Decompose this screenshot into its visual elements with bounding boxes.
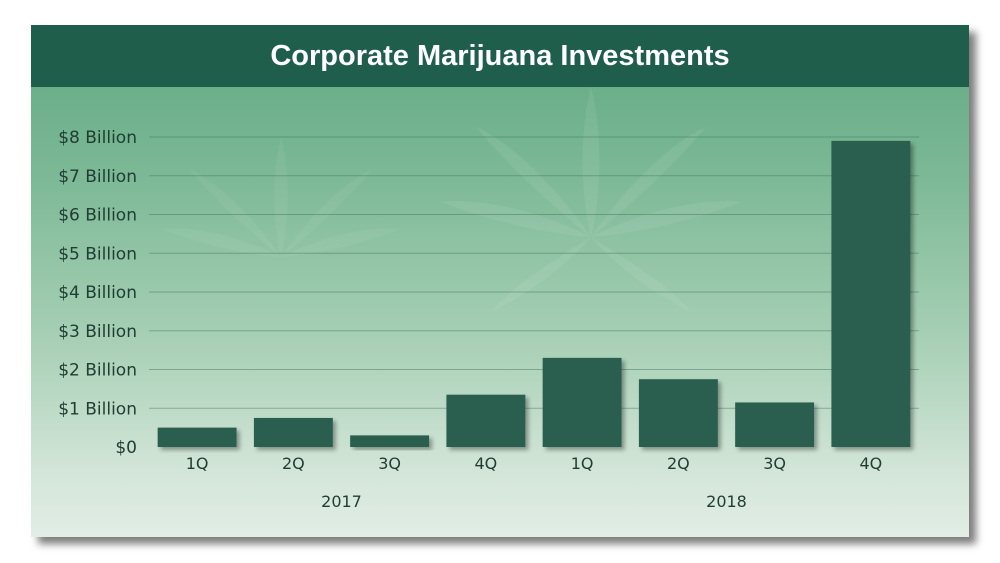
x-tick-label: 4Q [474, 454, 497, 473]
bar [542, 357, 622, 447]
x-tick-label: 3Q [763, 454, 786, 473]
bar [157, 427, 237, 447]
chart-frame: Corporate Marijuana Investments $0 $1 Bil [31, 25, 969, 537]
bar-chart: $0 $1 Billion $2 Billion $3 Billion $4 Billi… [58, 128, 919, 511]
bars [157, 140, 911, 447]
y-tick-label: $7 Billion [58, 167, 137, 187]
x-tick-label: 2Q [667, 454, 690, 473]
y-tick-label: $5 Billion [58, 244, 137, 264]
year-label: 2018 [706, 492, 747, 511]
y-tick-label: $3 Billion [58, 322, 137, 342]
y-tick-label: $4 Billion [58, 283, 137, 303]
x-tick-label: 1Q [186, 454, 209, 473]
year-group-labels: 2017 2018 [321, 492, 747, 511]
title-banner: Corporate Marijuana Investments [31, 25, 969, 87]
x-tick-label: 3Q [378, 454, 401, 473]
y-tick-label: $8 Billion [58, 128, 137, 148]
y-tick-label: $1 Billion [58, 399, 137, 419]
bar [253, 417, 333, 447]
y-tick-label: $6 Billion [58, 206, 137, 226]
x-tick-label: 1Q [571, 454, 594, 473]
bar [831, 140, 911, 447]
x-tick-label: 2Q [282, 454, 305, 473]
gridlines [149, 136, 919, 409]
bar [446, 394, 526, 447]
x-tick-label: 4Q [859, 454, 882, 473]
y-axis-ticks: $0 $1 Billion $2 Billion $3 Billion $4 Billi… [58, 128, 137, 458]
cannabis-leaf-watermark-icon [161, 87, 741, 312]
bar [735, 402, 815, 447]
chart-title: Corporate Marijuana Investments [270, 40, 730, 72]
x-axis-ticks: 1Q 2Q 3Q 4Q 1Q 2Q 3Q 4Q [186, 454, 883, 473]
y-tick-label: $2 Billion [58, 361, 137, 381]
year-label: 2017 [321, 492, 362, 511]
bar [638, 379, 718, 447]
bar [350, 435, 430, 447]
y-tick-label: $0 [115, 438, 137, 458]
